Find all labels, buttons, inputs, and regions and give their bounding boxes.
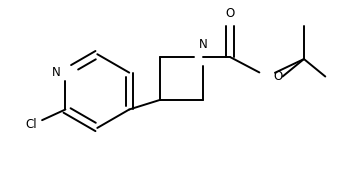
Text: O: O (226, 7, 235, 20)
Text: O: O (273, 70, 282, 83)
Text: N: N (199, 38, 207, 51)
Text: N: N (52, 66, 61, 79)
Text: Cl: Cl (25, 118, 37, 131)
